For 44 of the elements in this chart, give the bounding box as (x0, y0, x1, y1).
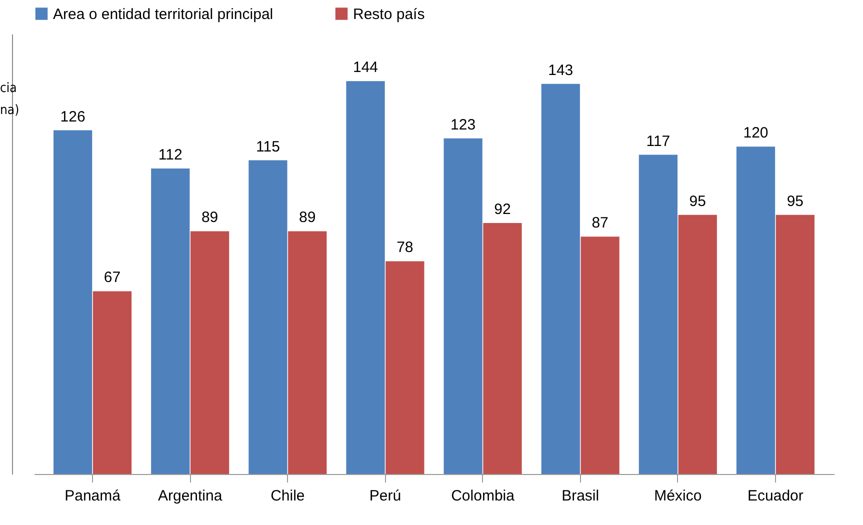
data-label: 144 (352, 59, 378, 76)
bar (346, 81, 385, 474)
text: na) (0, 102, 20, 120)
data-label: 92 (494, 201, 511, 218)
data-label: 126 (60, 108, 86, 126)
data-label: 95 (689, 192, 706, 210)
data-label: 78 (396, 239, 414, 256)
x-tick-label: Perú (369, 488, 402, 504)
bar (678, 214, 717, 474)
bar (776, 214, 814, 474)
bar (444, 138, 482, 474)
data-label: 67 (104, 269, 121, 286)
bar (386, 261, 424, 474)
data-label: 115 (256, 138, 280, 156)
data-label: 89 (299, 209, 316, 226)
legend-label: Resto país (353, 6, 425, 23)
bar (151, 168, 190, 474)
bar (580, 236, 620, 474)
data-label: 112 (158, 146, 182, 164)
x-tick-label: Chile (270, 488, 305, 504)
x-tick-label: Argentina (158, 488, 223, 504)
data-label: 89 (201, 209, 218, 226)
bar (541, 84, 580, 474)
bar (92, 291, 132, 474)
legend-label: Area o entidad territorial principal (53, 6, 274, 23)
data-label: 120 (743, 124, 768, 142)
bar (638, 154, 678, 474)
bar (288, 231, 327, 474)
data-label: 143 (548, 62, 574, 79)
x-tick-label: Panamá (64, 488, 122, 504)
data-label: 95 (786, 192, 804, 210)
data-label: 117 (646, 132, 670, 150)
x-tick-label: Brasil (562, 488, 600, 504)
bar (483, 223, 522, 474)
data-label: 123 (450, 116, 476, 134)
x-tick-label: Colombia (451, 488, 516, 504)
bar (736, 146, 776, 474)
x-tick-label: México (654, 488, 702, 504)
data-label: 87 (592, 214, 608, 232)
bar (190, 231, 230, 474)
text: cia (0, 80, 18, 98)
x-tick-label: Ecuador (748, 488, 804, 504)
bar (248, 160, 288, 474)
bar (54, 130, 92, 474)
